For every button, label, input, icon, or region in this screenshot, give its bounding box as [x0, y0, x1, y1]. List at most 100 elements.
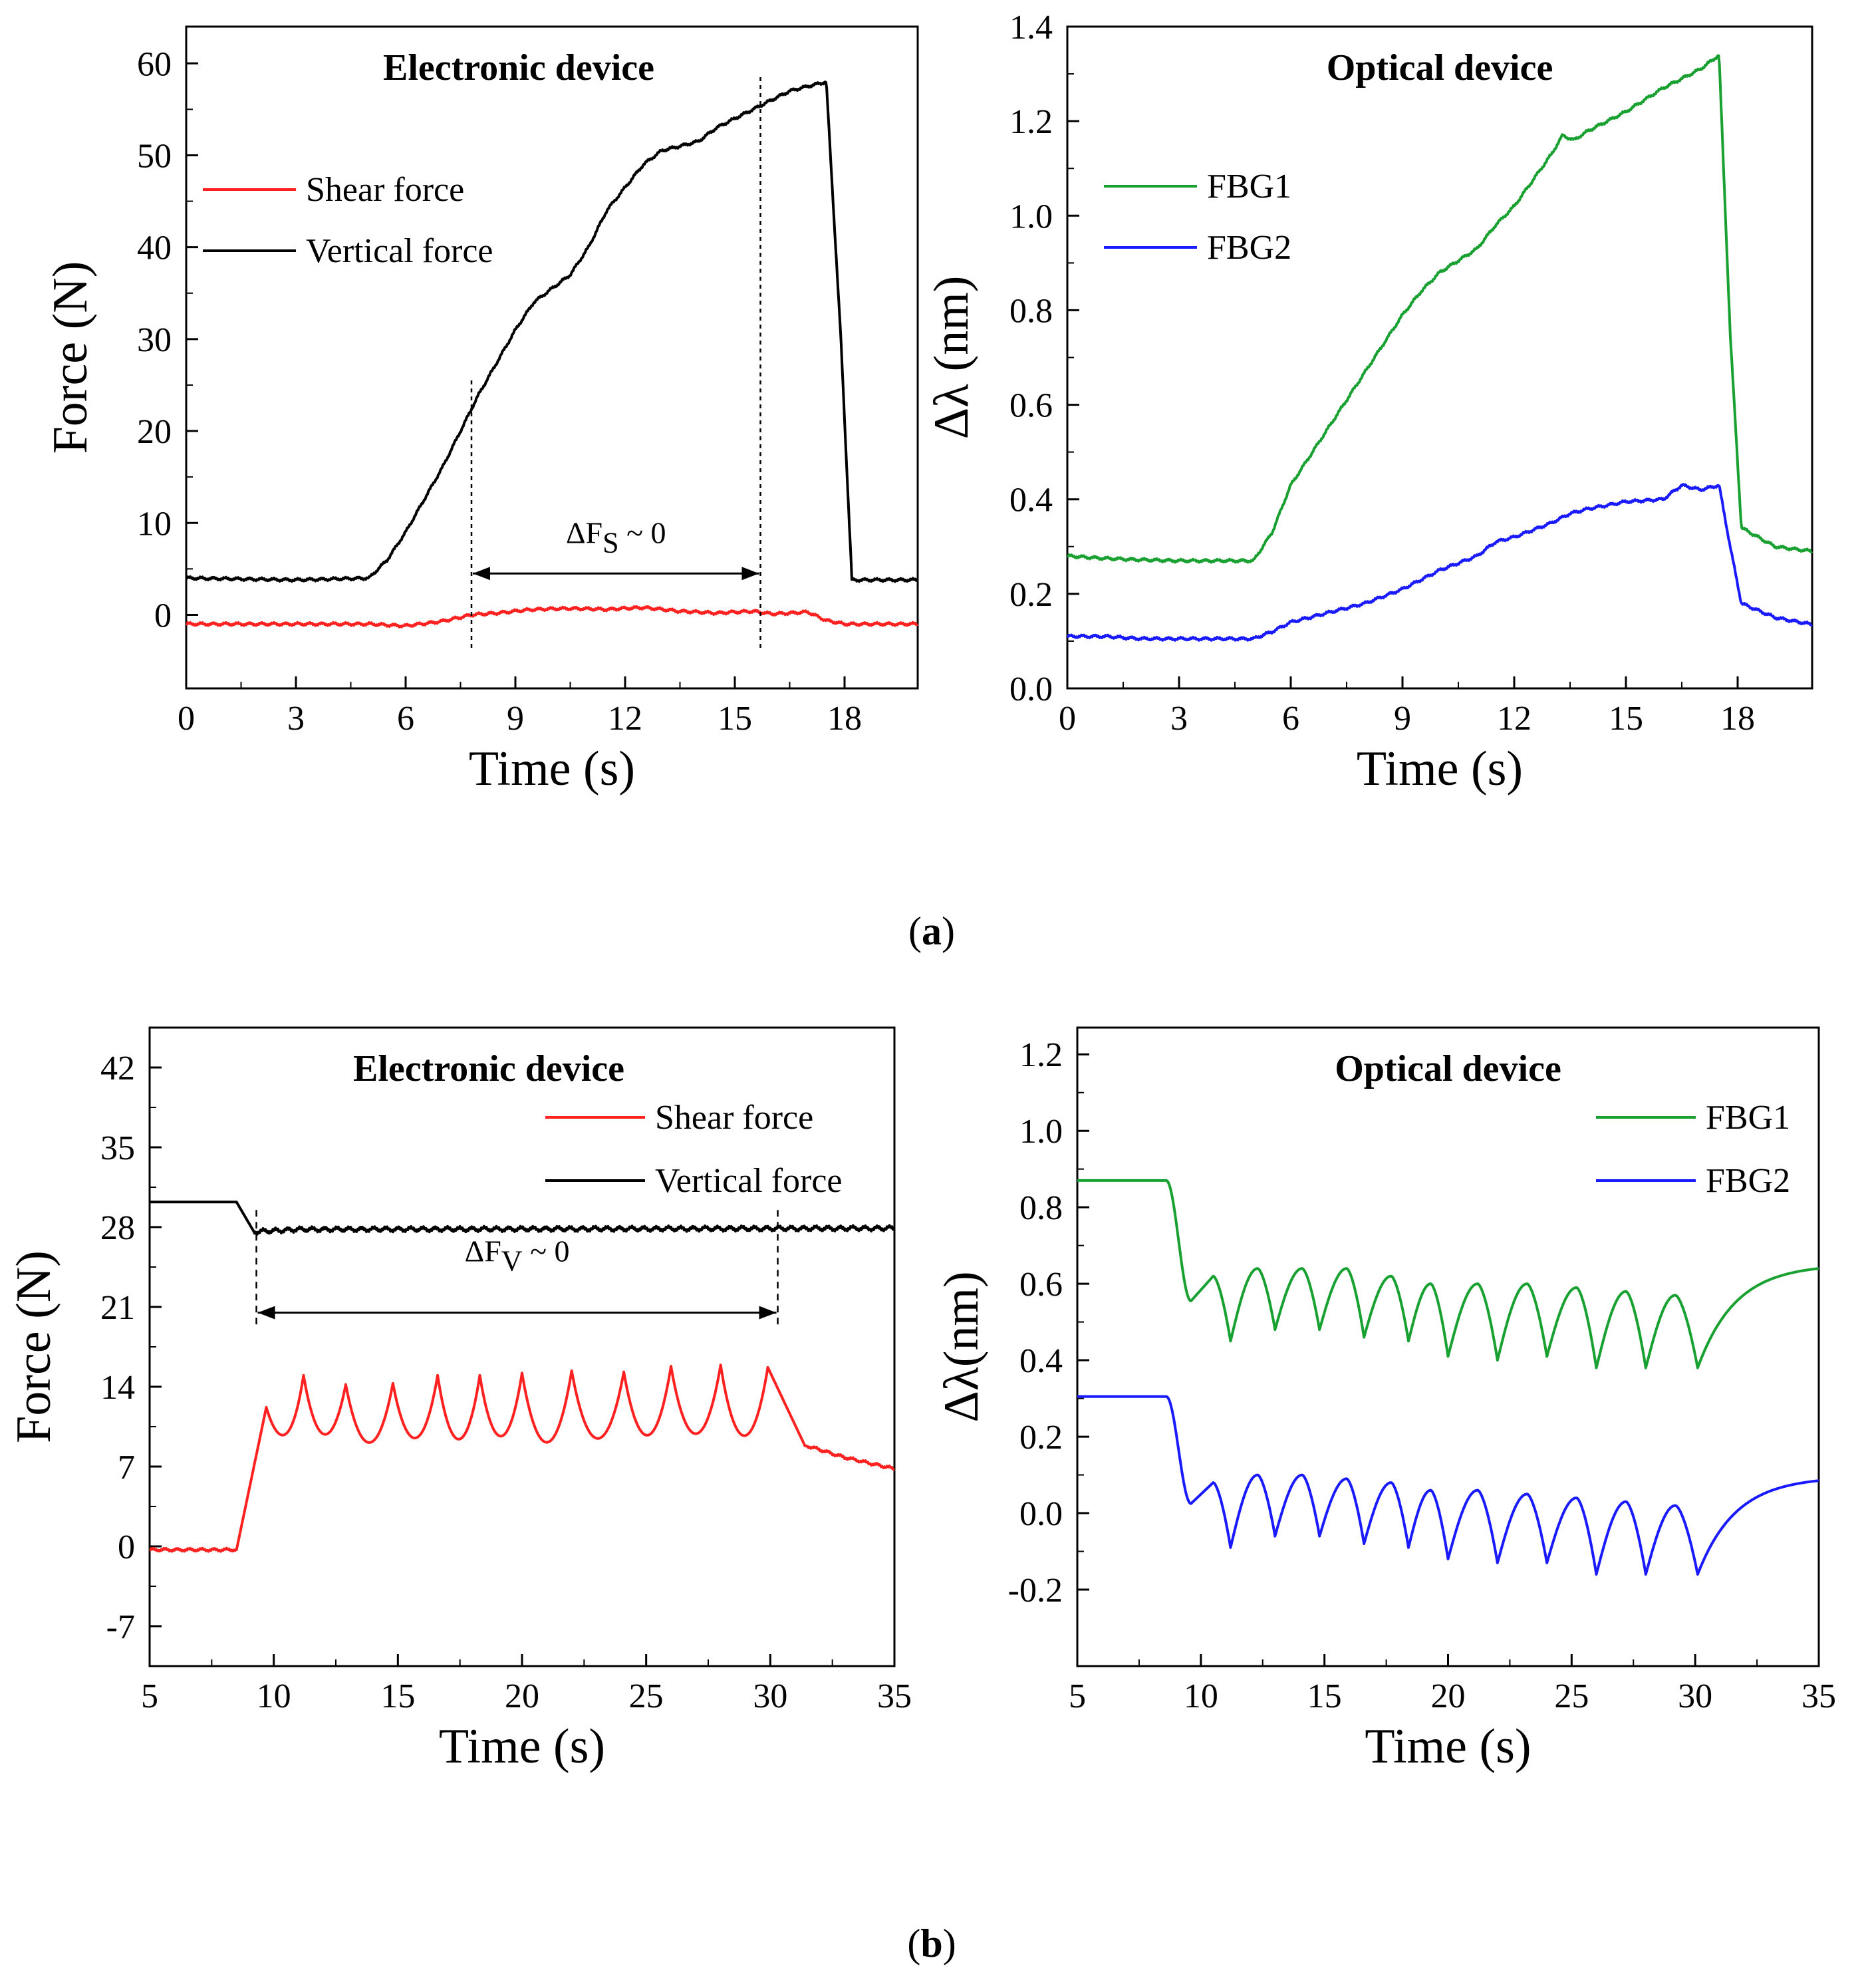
y-tick-label: 10 — [137, 505, 172, 543]
y-tick-label: 0.0 — [1009, 670, 1053, 708]
y-tick-label: 0.8 — [1009, 292, 1053, 330]
x-tick-label: 5 — [141, 1677, 158, 1715]
series-line-vertical-force — [186, 80, 919, 583]
plot-frame — [1066, 25, 1813, 690]
legend-label: Vertical force — [655, 1162, 842, 1200]
x-tick-label: 12 — [608, 700, 642, 738]
x-tick-label: 30 — [753, 1677, 787, 1715]
y-tick-label: 60 — [137, 45, 172, 83]
x-tick-label: 9 — [1394, 700, 1411, 738]
x-tick-label: 15 — [1307, 1677, 1342, 1715]
legend-label: Vertical force — [306, 232, 493, 270]
y-tick-label: 7 — [118, 1449, 135, 1487]
y-tick-label: 1.2 — [1019, 1036, 1063, 1074]
series-line-shear-force — [149, 1363, 895, 1553]
y-tick-label: 1.0 — [1019, 1113, 1063, 1151]
y-tick-label: 42 — [100, 1050, 135, 1087]
x-tick-label: 6 — [397, 700, 414, 738]
y-tick-label: 28 — [100, 1209, 135, 1247]
y-tick-label: -7 — [106, 1608, 135, 1646]
arrow-head-right — [759, 1306, 777, 1320]
y-tick-label: 0.6 — [1009, 387, 1053, 425]
panel-label-a: a — [922, 909, 942, 953]
series-line-shear-force — [186, 605, 919, 629]
legend-label: Shear force — [655, 1099, 813, 1137]
y-axis-label: Force (N) — [43, 261, 98, 454]
x-axis-label: Time (s) — [1357, 742, 1523, 796]
x-tick-label: 0 — [178, 700, 195, 738]
legend-label: FBG1 — [1706, 1099, 1790, 1137]
y-tick-label: 30 — [137, 321, 172, 359]
series-line-fbg1 — [1077, 1179, 1819, 1369]
panel-label-b: b — [920, 1921, 942, 1965]
x-axis-label: Time (s) — [469, 742, 635, 796]
x-tick-label: 3 — [1170, 700, 1188, 738]
x-tick-label: 10 — [1184, 1677, 1218, 1715]
y-tick-label: 40 — [137, 229, 172, 267]
delta-f-annotation: ΔFV ~ 0 — [465, 1234, 570, 1277]
y-tick-label: 50 — [137, 137, 172, 175]
delta-f-annotation: ΔFS ~ 0 — [566, 516, 666, 559]
y-tick-label: 0.2 — [1019, 1419, 1063, 1457]
y-tick-label: 14 — [100, 1369, 135, 1407]
y-tick-label: 1.4 — [1009, 9, 1053, 47]
y-tick-label: 35 — [100, 1129, 135, 1167]
chart-a-electronic: 0 3 6 9 12 15 18 0 10 20 30 40 50 60 Time (s) Force (N)… — [43, 25, 919, 796]
x-tick-label: 5 — [1069, 1677, 1086, 1715]
y-tick-label: 0 — [118, 1528, 135, 1566]
y-tick-label: 0.2 — [1009, 576, 1053, 614]
chart-title: Optical device — [1327, 47, 1553, 88]
x-tick-label: 25 — [629, 1677, 664, 1715]
x-tick-label: 20 — [1431, 1677, 1466, 1715]
y-tick-label: 1.0 — [1009, 198, 1053, 235]
chart-title: Electronic device — [383, 47, 654, 88]
x-axis-label: Time (s) — [439, 1719, 605, 1774]
y-tick-label: 21 — [100, 1289, 135, 1327]
arrow-head-right — [741, 567, 759, 581]
y-tick-label: -0.2 — [1008, 1572, 1063, 1610]
x-tick-label: 15 — [718, 700, 752, 738]
x-tick-label: 10 — [257, 1677, 291, 1715]
x-tick-label: 0 — [1059, 700, 1076, 738]
legend-label: FBG2 — [1207, 229, 1291, 267]
chart-title: Electronic device — [353, 1048, 624, 1089]
arrow-head-left — [473, 567, 490, 581]
x-tick-label: 35 — [1801, 1677, 1836, 1715]
series-line-fbg2 — [1067, 483, 1813, 642]
x-tick-label: 9 — [507, 700, 524, 738]
x-tick-label: 12 — [1497, 700, 1531, 738]
legend-label: FBG1 — [1207, 168, 1291, 206]
x-tick-label: 15 — [380, 1677, 415, 1715]
y-tick-label: 0.4 — [1009, 482, 1053, 519]
x-tick-label: 35 — [877, 1677, 912, 1715]
plot-frame — [185, 25, 919, 690]
y-axis-label: Δλ(nm) — [934, 1271, 989, 1422]
legend-label: FBG2 — [1706, 1162, 1790, 1200]
chart-a-optical: 0 3 6 9 12 15 18 0.0 0.2 0.4 0.6 0.8 1.0 1.2 1.4 Time (… — [924, 9, 1813, 796]
y-tick-label: 0.4 — [1019, 1342, 1063, 1380]
x-tick-label: 3 — [287, 700, 305, 738]
x-tick-label: 18 — [1720, 700, 1755, 738]
y-tick-label: 0.0 — [1019, 1495, 1063, 1533]
series-line-vertical-force — [149, 1201, 896, 1236]
x-tick-label: 30 — [1678, 1677, 1712, 1715]
x-tick-label: 15 — [1609, 700, 1643, 738]
chart-b-electronic: 5 10 15 20 25 30 35 -7 0 7 14 21 28 35 42 Time (s) Force… — [7, 1026, 912, 1774]
y-tick-label: 0.6 — [1019, 1266, 1063, 1304]
x-tick-label: 25 — [1554, 1677, 1589, 1715]
panel-caption-b: (b) — [907, 1921, 956, 1965]
legend-label: Shear force — [306, 171, 464, 209]
chart-b-optical: 5 10 15 20 25 30 35 -0.2 0.0 0.2 0.4 0.6 0.8 1.0 1.2 Ti… — [934, 1026, 1836, 1774]
arrow-head-left — [257, 1306, 275, 1320]
x-axis-label: Time (s) — [1365, 1719, 1531, 1774]
y-tick-label: 1.2 — [1009, 103, 1053, 141]
y-axis-label: Force (N) — [7, 1250, 61, 1443]
x-tick-label: 6 — [1282, 700, 1299, 738]
x-tick-label: 20 — [505, 1677, 539, 1715]
y-tick-label: 20 — [137, 413, 172, 451]
chart-title: Optical device — [1335, 1048, 1561, 1089]
y-axis-label: Δλ (nm) — [924, 276, 979, 440]
series-line-fbg2 — [1077, 1395, 1819, 1576]
x-tick-label: 18 — [827, 700, 862, 738]
